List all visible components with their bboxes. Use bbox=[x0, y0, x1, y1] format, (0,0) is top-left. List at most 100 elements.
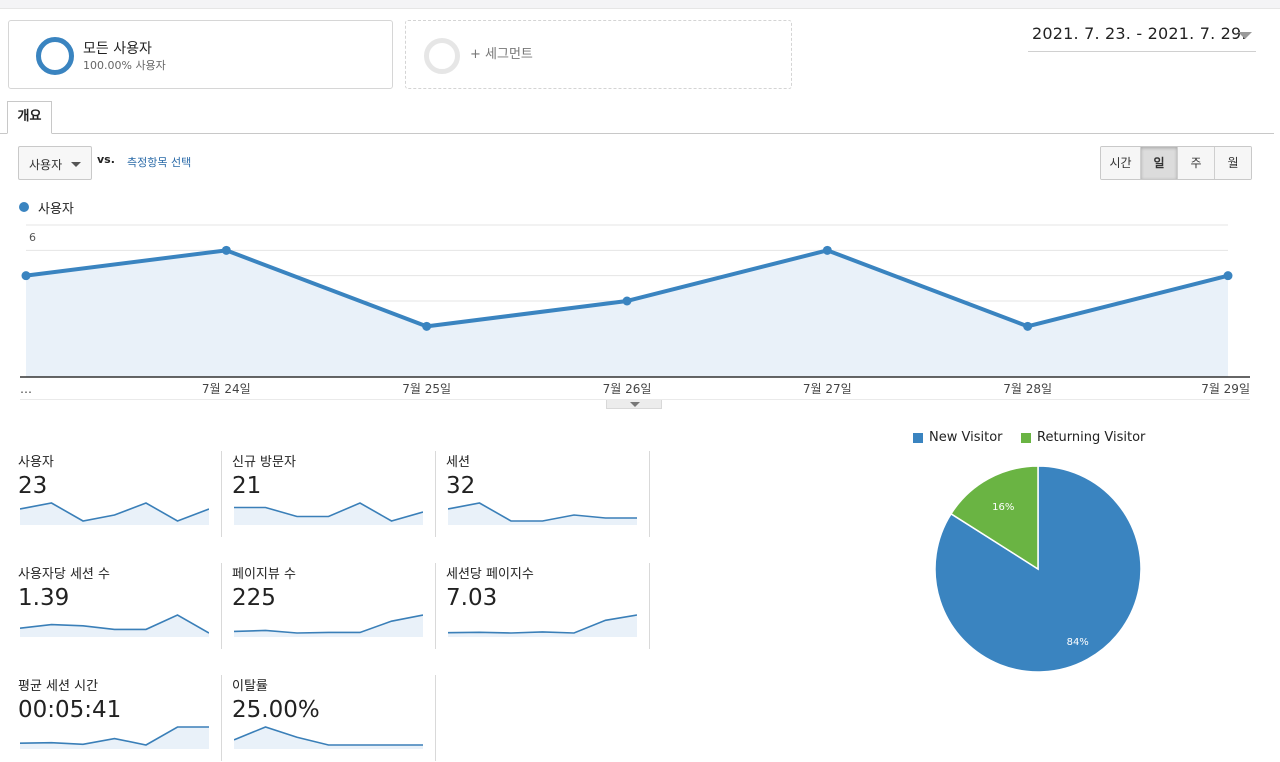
card-divider bbox=[435, 451, 436, 537]
metric-label: 세션당 페이지수 bbox=[446, 567, 534, 582]
metric-card[interactable]: 평균 세션 시간 00:05:41 bbox=[18, 675, 218, 761]
y-tick-label: 6 bbox=[29, 231, 36, 244]
metric-sparkline bbox=[20, 614, 209, 637]
data-point bbox=[422, 321, 432, 331]
segment-title: 모든 사용자 bbox=[83, 41, 152, 57]
sparkline-area bbox=[20, 615, 209, 637]
segment-all-users[interactable]: 모든 사용자 100.00% 사용자 bbox=[8, 20, 393, 89]
card-divider bbox=[649, 563, 650, 649]
metric-sparkline bbox=[448, 614, 637, 637]
metric-value: 23 bbox=[18, 473, 48, 499]
metric-value: 225 bbox=[232, 585, 276, 611]
sparkline-line bbox=[20, 614, 209, 634]
legend-swatch bbox=[1021, 432, 1031, 443]
collapse-chart-button[interactable] bbox=[606, 400, 662, 409]
card-divider bbox=[221, 451, 222, 537]
pie-slice-label: 84% bbox=[1067, 637, 1089, 648]
card-divider bbox=[221, 563, 222, 649]
metric-label: 사용자 bbox=[18, 455, 54, 470]
pie-slice bbox=[949, 465, 1039, 571]
metric-sparkline bbox=[234, 502, 423, 525]
top-bar bbox=[0, 0, 1280, 9]
metric-sparkline bbox=[20, 726, 209, 749]
metric-sparkline bbox=[448, 502, 637, 525]
metric-sparkline bbox=[234, 614, 423, 637]
data-point bbox=[1023, 321, 1033, 331]
period-day-button[interactable]: 일 bbox=[1140, 147, 1177, 179]
metric-value: 7.03 bbox=[446, 585, 498, 611]
date-range-picker[interactable]: 2021. 7. 23. - 2021. 7. 29. bbox=[1028, 22, 1256, 52]
metric-card[interactable]: 사용자당 세션 수 1.39 bbox=[18, 563, 218, 649]
metric-label: 이탈률 bbox=[232, 679, 268, 694]
metric-card[interactable]: 신규 방문자 21 bbox=[232, 451, 432, 537]
metric-card[interactable]: 페이지뷰 수 225 bbox=[232, 563, 432, 649]
metric-sparkline bbox=[234, 726, 423, 749]
metric-value: 32 bbox=[446, 473, 476, 499]
metric-value: 1.39 bbox=[18, 585, 70, 611]
metric-dropdown-label: 사용자 bbox=[29, 158, 63, 172]
data-point bbox=[221, 245, 231, 255]
sparkline-area bbox=[234, 615, 423, 637]
metric-label: 사용자당 세션 수 bbox=[18, 567, 110, 582]
data-point bbox=[622, 296, 632, 306]
select-metric-link[interactable]: 측정항목 선택 bbox=[127, 156, 192, 169]
metric-value: 00:05:41 bbox=[18, 697, 122, 723]
metric-card[interactable]: 세션 32 bbox=[446, 451, 646, 537]
sparkline-line bbox=[448, 614, 637, 634]
legend-swatch bbox=[913, 432, 923, 443]
sparkline-line bbox=[448, 502, 637, 522]
sparkline-area bbox=[448, 615, 637, 637]
sparkline-area bbox=[20, 503, 209, 525]
metric-label: 페이지뷰 수 bbox=[232, 567, 296, 582]
visitor-pie-chart: 84% 16% bbox=[934, 465, 1142, 673]
period-hour-button[interactable]: 시간 bbox=[1101, 147, 1140, 179]
card-divider bbox=[435, 675, 436, 761]
x-tick-label: 7월 28일 bbox=[1003, 382, 1052, 396]
tab-divider bbox=[0, 133, 1274, 134]
sparkline-area bbox=[234, 503, 423, 525]
metric-label: 신규 방문자 bbox=[232, 455, 296, 470]
x-tick-label: … bbox=[20, 382, 32, 396]
add-segment-button[interactable]: + 세그먼트 bbox=[405, 20, 792, 89]
sparkline-line bbox=[234, 614, 423, 634]
add-segment-label: + 세그먼트 bbox=[470, 47, 533, 62]
empty-segment-ring-icon bbox=[424, 38, 460, 74]
chevron-down-icon bbox=[1238, 32, 1252, 39]
metric-label: 세션 bbox=[446, 455, 470, 470]
metric-dropdown[interactable]: 사용자 bbox=[18, 146, 92, 180]
metric-card[interactable]: 세션당 페이지수 7.03 bbox=[446, 563, 646, 649]
period-month-button[interactable]: 월 bbox=[1214, 147, 1251, 179]
x-tick-label: 7월 25일 bbox=[402, 382, 451, 396]
pie-slice-label: 16% bbox=[992, 502, 1014, 513]
sparkline-line bbox=[234, 502, 423, 522]
data-point bbox=[822, 245, 832, 255]
data-point bbox=[1223, 271, 1233, 281]
tab-overview[interactable]: 개요 bbox=[7, 101, 52, 134]
sparkline-area bbox=[448, 503, 637, 525]
pie-slice bbox=[934, 465, 1142, 673]
card-divider bbox=[435, 563, 436, 649]
x-tick-label: 7월 26일 bbox=[603, 382, 652, 396]
legend-returning-visitor: Returning Visitor bbox=[1037, 430, 1146, 445]
card-divider bbox=[221, 675, 222, 761]
sparkline-line bbox=[20, 726, 209, 746]
card-divider bbox=[649, 451, 650, 537]
caret-down-icon bbox=[71, 162, 81, 167]
metric-value: 21 bbox=[232, 473, 262, 499]
metric-label: 평균 세션 시간 bbox=[18, 679, 99, 694]
legend-series-label: 사용자 bbox=[38, 202, 74, 217]
sparkline-line bbox=[20, 502, 209, 522]
x-tick-label: 7월 24일 bbox=[202, 382, 251, 396]
pie-legend-new: New Visitor bbox=[913, 430, 1003, 445]
sparkline-line bbox=[234, 726, 423, 746]
vs-label: vs. bbox=[97, 153, 115, 166]
period-week-button[interactable]: 주 bbox=[1177, 147, 1214, 179]
metric-card[interactable]: 이탈률 25.00% bbox=[232, 675, 432, 761]
segment-ring-icon bbox=[36, 37, 74, 75]
data-point bbox=[21, 271, 31, 281]
segment-subtitle: 100.00% 사용자 bbox=[83, 59, 166, 72]
metric-card[interactable]: 사용자 23 bbox=[18, 451, 218, 537]
x-tick-label: 7월 27일 bbox=[803, 382, 852, 396]
metric-value: 25.00% bbox=[232, 697, 320, 723]
